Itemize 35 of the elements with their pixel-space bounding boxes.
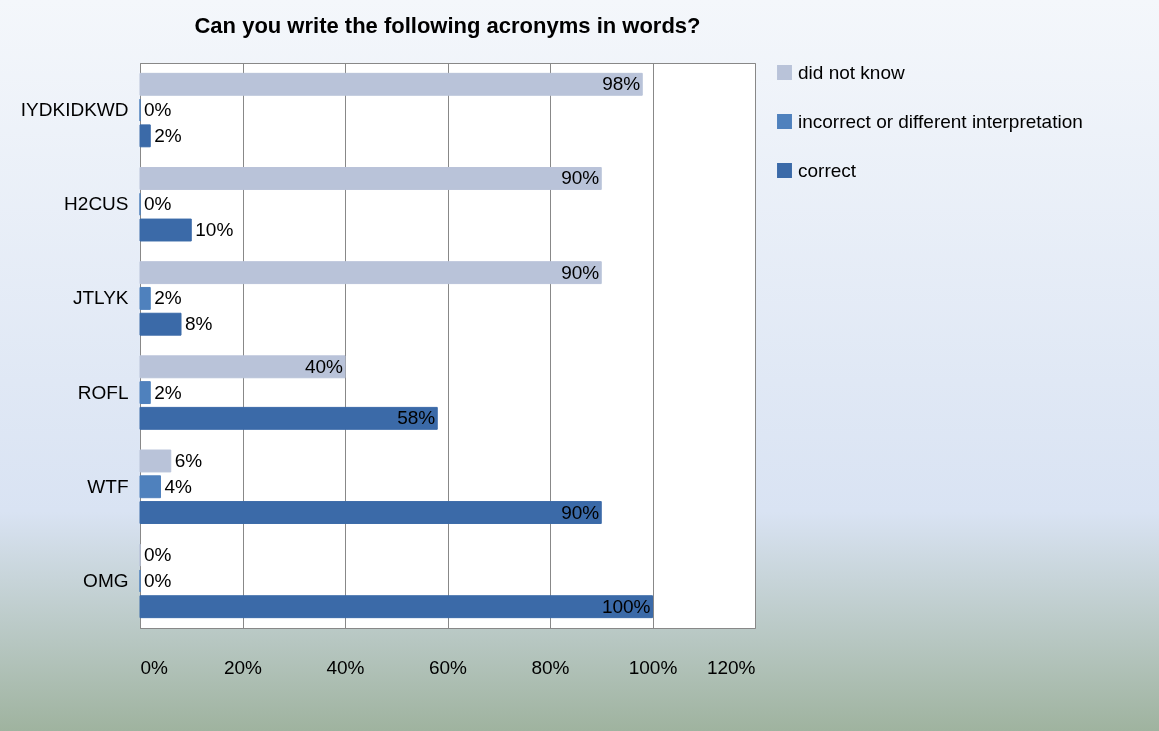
x-tick-label: 120% — [706, 656, 756, 678]
data-label: 0% — [144, 99, 172, 121]
data-label: 98% — [602, 73, 641, 95]
x-tick-label: 40% — [326, 656, 365, 678]
x-tick-label: 100% — [628, 656, 678, 678]
legend-label: correct — [798, 159, 857, 181]
y-tick-label: OMG — [83, 569, 129, 591]
y-tick-label: H2CUS — [64, 193, 129, 215]
data-label: 58% — [397, 407, 436, 429]
data-label: 0% — [144, 544, 172, 566]
data-label: 40% — [304, 355, 344, 377]
data-label: 90% — [561, 501, 600, 523]
data-label: 6% — [174, 449, 203, 471]
data-label: 90% — [561, 261, 600, 283]
y-tick-label: IYDKIDKWD — [20, 99, 129, 121]
x-tick-label: 0% — [140, 656, 169, 678]
legend-label: did not know — [798, 61, 905, 83]
data-label: 2% — [154, 124, 182, 146]
y-tick-label: WTF — [87, 475, 129, 497]
data-label: 90% — [561, 167, 600, 189]
data-label: 100% — [601, 595, 651, 617]
data-label: 4% — [164, 475, 193, 497]
y-tick-label: ROFL — [77, 381, 129, 403]
y-tick-label: JTLYK — [72, 287, 129, 309]
data-label: 8% — [185, 313, 213, 335]
data-label: 2% — [154, 287, 182, 309]
x-tick-label: 80% — [531, 656, 570, 678]
x-tick-label: 20% — [223, 656, 263, 678]
data-label: 0% — [144, 569, 172, 591]
x-tick-label: 60% — [428, 656, 468, 678]
legend-label: incorrect or different interpretation — [798, 110, 1083, 132]
chart-title: Can you write the following acronyms in words? — [194, 13, 701, 38]
data-label: 0% — [144, 193, 172, 215]
data-label: 2% — [154, 381, 182, 403]
data-label: 10% — [195, 219, 234, 241]
